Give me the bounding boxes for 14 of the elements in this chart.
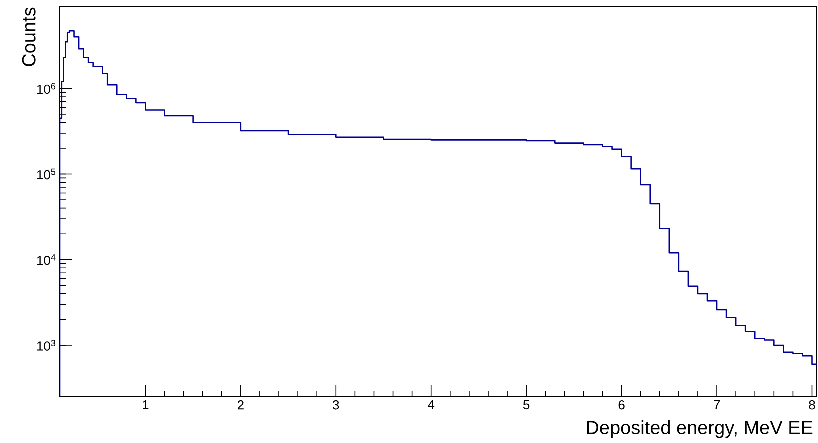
x-tick-label: 3 (333, 400, 340, 410)
y-axis-title: Counts (22, 8, 36, 66)
y-tick-label: 10$^{5}$ (37, 168, 56, 180)
x-tick-label: 5 (523, 400, 530, 410)
x-axis-title: Deposited energy, MeV EE (587, 420, 813, 438)
y-tick-label: 10$^{3}$ (37, 340, 56, 351)
x-tick-label: 7 (714, 400, 720, 410)
x-tick-label: 1 (143, 400, 149, 410)
y-tick-label: 10$^{6}$ (37, 83, 56, 94)
y-tick-label: 10$^{4}$ (37, 254, 56, 266)
x-tick-label: 6 (618, 400, 625, 410)
x-tick-label: 4 (428, 400, 435, 410)
x-tick-label: 2 (238, 400, 244, 410)
x-tick-label: 8 (809, 400, 816, 410)
